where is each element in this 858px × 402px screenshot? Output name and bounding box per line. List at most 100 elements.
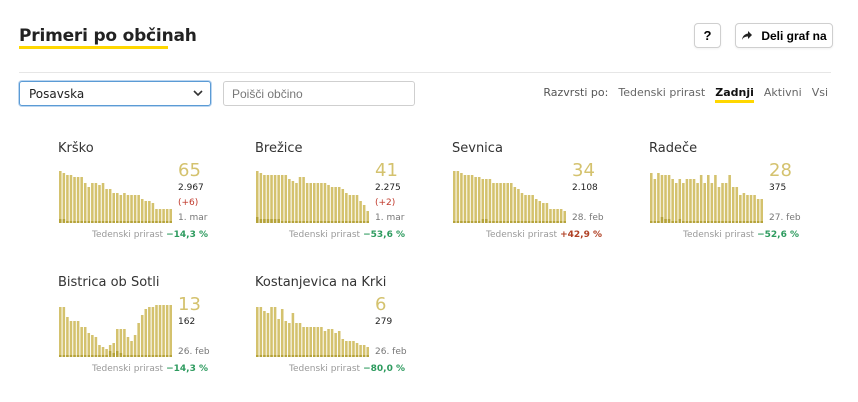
bar: [112, 193, 115, 223]
bar-dark: [148, 221, 151, 223]
help-button[interactable]: ?: [694, 23, 721, 48]
bar: [492, 183, 495, 223]
share-label: Deli graf na: [761, 28, 827, 43]
bar-dark: [169, 355, 172, 357]
bar-dark: [130, 355, 133, 357]
municipality-card[interactable]: Brežice 41 2.275 (+2) 1. mar Tedenski prirast…: [255, 141, 425, 251]
bar-dark: [756, 221, 760, 223]
sort-option-latest[interactable]: Zadnji: [715, 86, 754, 103]
bar-dark: [270, 219, 273, 223]
bar-dark: [330, 355, 334, 357]
bar: [714, 175, 717, 223]
bar-dark: [105, 355, 108, 357]
bar: [305, 327, 309, 357]
municipality-card[interactable]: Bistrica ob Sotli 13 162 26. feb Tedenski pr…: [58, 275, 228, 385]
bar-dark: [83, 355, 87, 357]
bar-dark: [341, 355, 345, 357]
bar: [746, 195, 749, 223]
bar: [337, 331, 341, 357]
bar: [728, 175, 731, 223]
bar: [101, 183, 105, 223]
bar: [456, 171, 460, 223]
bar-dark: [760, 221, 763, 223]
bar-dark: [140, 355, 144, 357]
weekly-growth-value: −52,6 %: [757, 230, 799, 240]
bar-dark: [477, 221, 481, 223]
bar-dark: [112, 221, 115, 223]
bar-dark: [559, 221, 563, 223]
bar-dark: [506, 221, 509, 223]
bar-dark: [62, 355, 66, 357]
bar-dark: [165, 355, 169, 357]
bar-dark: [284, 221, 288, 223]
weekly-growth-label: Tedenski prirast: [683, 230, 755, 240]
bar-dark: [510, 221, 513, 223]
share-button[interactable]: Deli graf na: [735, 23, 833, 48]
sort-option-weekly[interactable]: Tedenski prirast: [618, 86, 706, 99]
weekly-growth-label: Tedenski prirast: [486, 230, 558, 240]
bar-dark: [87, 221, 91, 223]
bar: [495, 183, 499, 223]
region-select[interactable]: Posavska: [19, 81, 211, 106]
bar-dark: [298, 355, 302, 357]
municipality-card[interactable]: Radeče 28 375 27. feb Tedenski prirast −52,6 …: [649, 141, 819, 251]
bar-dark: [667, 219, 671, 223]
weekly-growth: Tedenski prirast −53,6 %: [255, 230, 405, 240]
bar: [355, 343, 359, 357]
municipality-card[interactable]: Sevnica 34 2.108 28. feb Tedenski prirast +42…: [452, 141, 622, 251]
bar-dark: [348, 355, 352, 357]
active-count: 13: [178, 294, 201, 315]
bar-dark: [724, 221, 728, 223]
bar: [116, 329, 119, 357]
bar: [517, 189, 520, 223]
bar: [130, 195, 133, 223]
bar-dark: [337, 355, 341, 357]
search-input[interactable]: [223, 81, 415, 106]
bar: [291, 181, 295, 223]
municipality-card[interactable]: Kostanjevica na Krki 6 279 26. feb Tedenski …: [255, 275, 425, 385]
bar-dark: [456, 221, 460, 223]
bar-dark: [277, 219, 280, 223]
bar-dark: [707, 221, 710, 223]
bar-dark: [366, 221, 369, 223]
bar: [91, 335, 94, 357]
bar: [155, 305, 158, 357]
bar: [62, 173, 66, 223]
bar: [685, 179, 689, 223]
bar-dark: [101, 221, 105, 223]
bar: [513, 187, 517, 223]
bar: [735, 187, 739, 223]
bar-dark: [520, 221, 524, 223]
municipality-card[interactable]: Krško 65 2.967 (+6) 1. mar Tedenski prirast −1…: [58, 141, 228, 251]
bar-dark: [320, 221, 323, 223]
bar: [653, 179, 657, 223]
bar: [112, 343, 115, 357]
sparkline-chart: [256, 171, 369, 223]
bar-dark: [316, 355, 320, 357]
sort-option-active[interactable]: Aktivni: [763, 86, 802, 99]
weekly-growth-value: −53,6 %: [363, 230, 405, 240]
bar: [563, 211, 566, 223]
sort-option-all[interactable]: Vsi: [811, 86, 828, 99]
bar-dark: [155, 355, 158, 357]
bar: [721, 183, 724, 223]
bar: [531, 195, 534, 223]
bar: [98, 345, 101, 357]
bar: [352, 195, 355, 223]
total-count: 2.967: [178, 183, 204, 193]
bar: [158, 305, 162, 357]
bar: [263, 175, 266, 223]
bar: [284, 175, 288, 223]
bar: [76, 177, 80, 223]
weekly-growth-value: −14,3 %: [166, 364, 208, 374]
bar: [467, 175, 470, 223]
bar: [256, 307, 259, 357]
bar: [313, 183, 316, 223]
bar-dark: [499, 221, 502, 223]
bar: [359, 345, 362, 357]
bar-dark: [162, 355, 165, 357]
bar: [105, 349, 108, 357]
bar: [280, 175, 284, 223]
bar-dark: [158, 355, 162, 357]
bar: [266, 175, 270, 223]
